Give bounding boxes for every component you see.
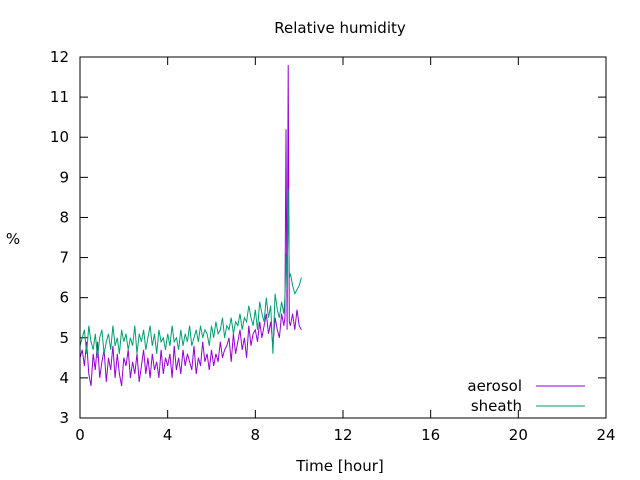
chart-title: Relative humidity xyxy=(274,19,406,37)
y-axis-label: % xyxy=(6,230,20,248)
x-tick-label: 12 xyxy=(333,426,352,444)
x-tick-label: 4 xyxy=(163,426,173,444)
y-tick-label: 7 xyxy=(59,249,69,267)
y-tick-label: 6 xyxy=(59,289,69,307)
x-tick-label: 8 xyxy=(251,426,261,444)
y-tick-label: 4 xyxy=(59,369,69,387)
y-tick-label: 12 xyxy=(50,48,69,66)
series-line-aerosol xyxy=(79,64,302,386)
x-tick-label: 24 xyxy=(596,426,615,444)
y-tick-label: 11 xyxy=(50,88,69,106)
plot-border xyxy=(79,56,607,419)
x-tick-label: 0 xyxy=(75,426,85,444)
x-tick-label: 20 xyxy=(509,426,528,444)
y-tick-label: 10 xyxy=(50,128,69,146)
y-tick-label: 8 xyxy=(59,208,69,226)
y-tick-label: 5 xyxy=(59,329,69,347)
legend-label-aerosol: aerosol xyxy=(467,377,522,395)
data-series xyxy=(79,64,302,386)
x-axis-label: Time [hour] xyxy=(295,457,384,475)
x-tick-label: 16 xyxy=(421,426,440,444)
series-line-sheath xyxy=(79,189,302,358)
y-tick-label: 9 xyxy=(59,168,69,186)
y-tick-label: 3 xyxy=(59,409,69,427)
legend-label-sheath: sheath xyxy=(471,397,522,415)
legend: aerosol sheath xyxy=(467,377,585,415)
